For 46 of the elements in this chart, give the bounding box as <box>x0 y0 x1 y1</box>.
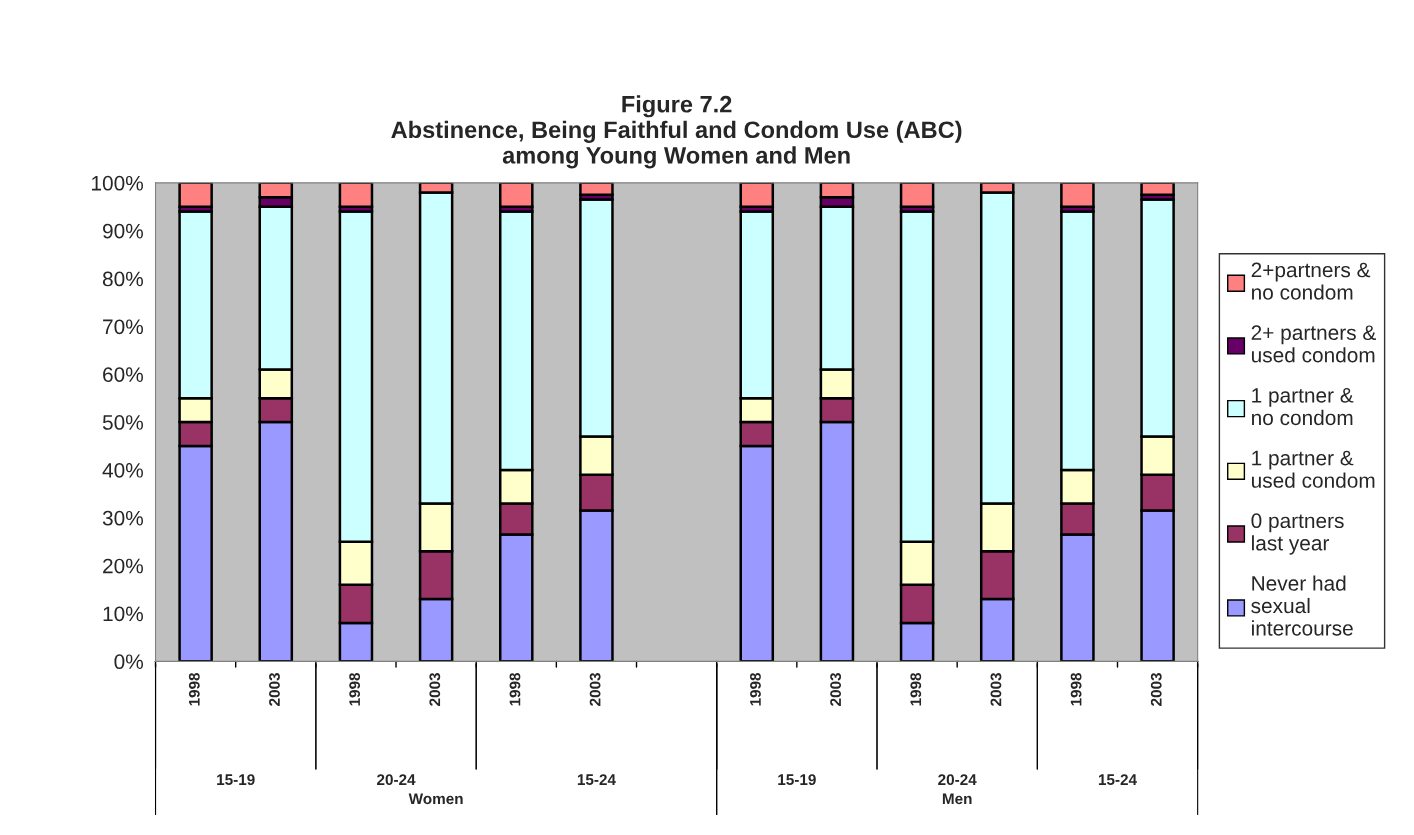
text: 15-19 <box>778 774 816 786</box>
text: 20-24 <box>938 774 977 786</box>
y-tick-label: 60% <box>103 367 143 382</box>
y-tick-label: 0% <box>114 654 143 670</box>
x-tick-label: 2003 <box>429 672 441 706</box>
x-tick-label: 2003 <box>269 672 280 706</box>
x-tick-label: 2003 <box>830 672 842 706</box>
bar <box>498 182 534 209</box>
chart-title: Figure 7.2 Abstinence, Being Faithful and Condom Use (ABC) among Young Women and Men <box>391 95 962 169</box>
text: Men <box>942 793 972 805</box>
y-tick-label: 90% <box>103 223 143 239</box>
legend-label: 1 partner & used condom <box>1251 450 1375 488</box>
text: Women <box>408 793 463 805</box>
bar <box>579 182 614 197</box>
bar <box>1060 182 1095 209</box>
legend-label: Never had sexual intercourse <box>1251 575 1353 636</box>
x-tick-label: 2003 <box>589 672 601 706</box>
text: 15-24 <box>577 774 616 786</box>
x-tick-label: 1998 <box>1070 672 1082 706</box>
x-tick-label: 1998 <box>188 672 200 706</box>
y-tick-label: 20% <box>103 558 143 574</box>
x-tick-label: 1998 <box>910 672 922 706</box>
bar <box>899 182 935 209</box>
y-tick-label: 10% <box>103 606 143 622</box>
x-tick-label: 1998 <box>750 672 761 706</box>
x-tick-label: 1998 <box>509 672 521 706</box>
y-tick-label: 70% <box>103 319 143 335</box>
bar <box>1140 182 1175 197</box>
y-tick-label: 30% <box>102 510 143 526</box>
y-tick-label: 100% <box>92 175 143 191</box>
bar <box>178 182 213 209</box>
y-tick-label: 40% <box>102 462 143 478</box>
legend-label: 2+ partners & used condom <box>1251 325 1376 363</box>
bar <box>739 182 775 209</box>
x-tick-label: 2003 <box>990 672 1002 706</box>
text: 15-19 <box>217 774 255 786</box>
x-tick-label: 2003 <box>1150 672 1162 706</box>
y-tick-label: 50% <box>102 415 143 430</box>
legend-label: 0 partners last year <box>1251 513 1344 555</box>
x-tick-label: 1998 <box>349 672 361 706</box>
text: 20-24 <box>377 774 416 786</box>
legend-label: 2+partners & no condom <box>1251 262 1371 300</box>
text: 15-24 <box>1098 774 1137 786</box>
legend-label: 1 partner & no condom <box>1252 388 1354 426</box>
bar <box>338 182 374 209</box>
y-tick-label: 80% <box>102 271 143 287</box>
